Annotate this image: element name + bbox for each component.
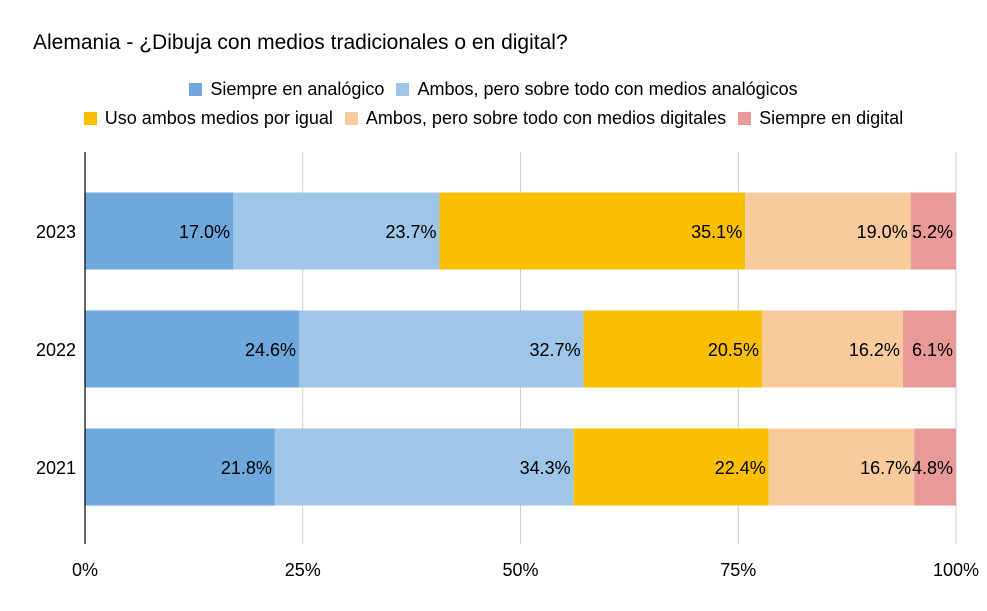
bar-segment [768,428,915,506]
legend-item: Siempre en analógico [189,79,384,100]
data-label: 17.0% [179,222,230,242]
legend-item: Siempre en digital [738,108,903,129]
data-label: 4.8% [912,458,953,478]
bar-segment [233,192,440,270]
data-label: 6.1% [912,340,953,360]
legend-swatch [396,83,410,96]
bar-segment [85,192,234,270]
legend-label: Ambos, pero sobre todo con medios analóg… [417,79,798,99]
bar-segment [439,192,746,270]
bar-segment [85,428,275,506]
bar-segment [274,428,574,506]
data-label: 32.7% [530,340,581,360]
bar-segment [902,310,956,388]
bar-segment [573,428,769,506]
bar-segment [299,310,584,388]
data-label: 20.5% [708,340,759,360]
y-tick-label: 2021 [36,458,76,478]
data-label: 22.4% [715,458,766,478]
x-tick-label: 0% [72,560,98,580]
data-label: 19.0% [857,222,908,242]
data-label: 23.7% [385,222,436,242]
x-tick-label: 50% [502,560,538,580]
legend-label: Uso ambos medios por igual [104,108,333,128]
bar-segment [583,310,762,388]
data-label: 16.7% [860,458,911,478]
data-label: 21.8% [221,458,272,478]
chart-title: Alemania - ¿Dibuja con medios tradiciona… [33,31,568,54]
legend-label: Siempre en digital [759,108,904,128]
bar-segment [85,310,300,388]
y-tick-label: 2022 [36,340,76,360]
x-tick-label: 75% [720,560,756,580]
data-label: 24.6% [245,340,296,360]
legend-item: Uso ambos medios por igual [83,108,333,129]
legend: Uso ambos medios por igual Ambos, pero s… [0,108,987,129]
legend-item: Ambos, pero sobre todo con medios digita… [344,108,727,129]
y-tick-label: 2023 [36,222,76,242]
legend-swatch [189,83,203,96]
data-label: 35.1% [691,222,742,242]
data-label: 16.2% [849,340,900,360]
legend: Siempre en analógico Ambos, pero sobre t… [0,79,987,100]
legend-item: Ambos, pero sobre todo con medios analóg… [396,79,798,100]
bar-segment [761,310,903,388]
bar-segment [745,192,911,270]
legend-swatch [344,112,358,125]
legend-swatch [738,112,752,125]
x-tick-label: 25% [285,560,321,580]
legend-label: Ambos, pero sobre todo con medios digita… [365,108,727,128]
data-label: 34.3% [520,458,571,478]
x-tick-label: 100% [933,560,979,580]
legend-swatch [83,112,97,125]
legend-label: Siempre en analógico [210,79,385,99]
data-label: 5.2% [912,222,953,242]
bar-segment [914,428,956,506]
bar-segment [910,192,956,270]
